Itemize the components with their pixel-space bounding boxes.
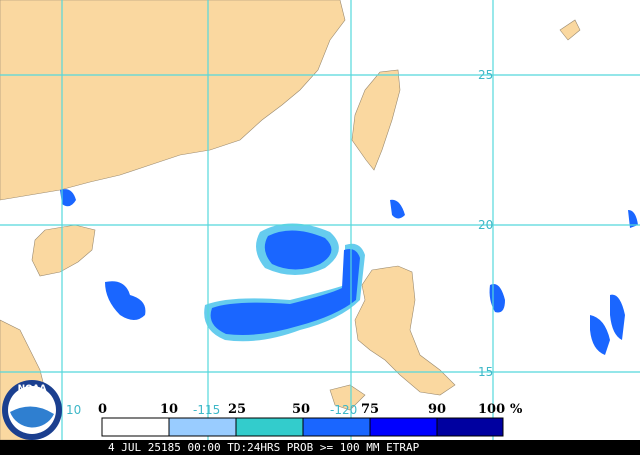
luzon [354, 265, 456, 396]
legend-swatch [168, 417, 237, 437]
graticule [0, 0, 640, 440]
lat-label: 25 [478, 68, 493, 82]
legend-swatch [302, 417, 371, 437]
legend-swatch [101, 417, 170, 437]
taiwan [351, 69, 401, 171]
lon-label: -120 [330, 403, 357, 417]
footer-band [0, 440, 640, 455]
logo-wave [10, 406, 54, 428]
legend-label: 75 [361, 402, 379, 417]
legend-label: 90 [428, 402, 446, 417]
area [264, 230, 332, 270]
china-coast [0, 0, 346, 201]
legend-label: 0 [98, 402, 107, 417]
lon-label: -115 [193, 403, 220, 417]
hainan [31, 224, 96, 277]
lat-label: 10 [66, 403, 81, 417]
probability-areas [60, 189, 638, 355]
lat-label: 20 [478, 218, 493, 232]
area [210, 249, 360, 335]
legend-label: 50 [292, 402, 310, 417]
footer-text: 4 JUL 25185 00:00 TD:24HRS PROB >= 100 M… [108, 441, 420, 454]
legend-label: 10 [160, 402, 178, 417]
legend-swatch [235, 417, 304, 437]
area [590, 294, 625, 355]
logo-text: NOAA [18, 384, 47, 394]
legend-label: 25 [228, 402, 246, 417]
legend: 0 10 25 50 75 90 100 % [98, 402, 523, 437]
legend-swatch [436, 417, 504, 437]
legend-label: 100 [478, 402, 505, 417]
lat-label: 15 [478, 365, 493, 379]
noaa-logo: NOAA [2, 380, 62, 440]
legend-unit: % [510, 402, 523, 417]
islands [329, 19, 581, 411]
legend-swatch [369, 417, 438, 437]
area [105, 281, 146, 320]
